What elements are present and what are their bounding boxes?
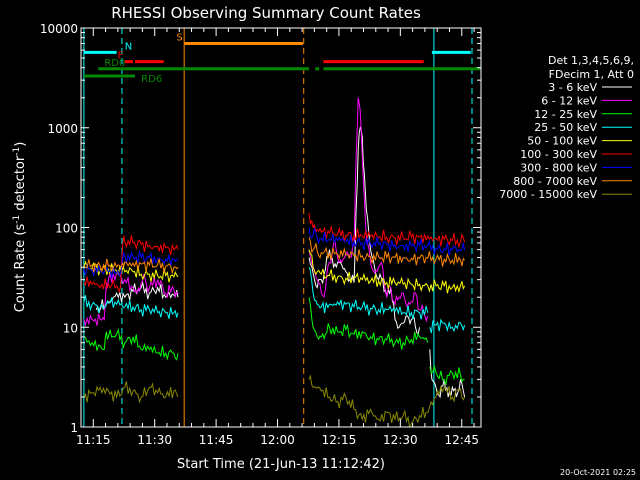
series-line (83, 295, 179, 319)
y-axis-label-main: Count Rate (s (13, 224, 28, 313)
legend-label: 300 - 800 keV (520, 161, 597, 174)
axes: 1 10 100 1000 10000 11:15 11:30 11:45 12:00 12:15… (40, 22, 481, 447)
y-axis-label-mid: detector (13, 155, 28, 215)
y-tick-label: 1 (70, 421, 78, 435)
series-line (308, 97, 429, 323)
legend-header-detectors: Det 1,3,4,5,6,9, (548, 54, 634, 67)
y-tick-label: 10000 (40, 22, 78, 36)
series-line (83, 381, 179, 404)
y-tick-label: 1000 (47, 122, 78, 136)
legend-header-decimation: FDecim 1, Att 0 (549, 68, 634, 81)
x-tick-label: 12:30 (383, 433, 418, 447)
x-tick-label: 12:15 (322, 433, 357, 447)
flag-label: RD0 (104, 58, 125, 69)
series-line (83, 258, 179, 275)
x-tick-label: 11:45 (199, 433, 234, 447)
legend-label: 100 - 300 keV (520, 148, 597, 161)
series-line (83, 327, 179, 361)
legend-label: 3 - 6 keV (548, 81, 597, 94)
generation-timestamp: 20-Oct-2021 02:25 (560, 468, 636, 477)
legend: Det 1,3,4,5,6,9, FDecim 1, Att 0 3 - 6 k… (499, 54, 634, 201)
x-axis-label: Start Time (21-Jun-13 11:12:42) (177, 457, 385, 472)
legend-label: 6 - 12 keV (541, 94, 597, 107)
legend-label: 800 - 7000 keV (513, 175, 597, 188)
series-line (308, 266, 429, 320)
series-line (429, 364, 465, 386)
y-axis-label: Count Rate (s-1 detector-1) (12, 142, 28, 313)
series-group (83, 97, 466, 427)
series-line (308, 297, 429, 350)
x-tick-label: 11:15 (76, 433, 111, 447)
legend-label: 25 - 50 keV (534, 121, 597, 134)
x-tick-label: 11:30 (137, 433, 172, 447)
chart-title: RHESSI Observing Summary Count Rates (111, 4, 421, 22)
y-axis-label-end: ) (13, 142, 28, 147)
series-line (308, 226, 466, 256)
series-line (83, 250, 179, 279)
flag-label: F (117, 51, 123, 62)
series-line (308, 374, 466, 427)
legend-label: 12 - 25 keV (534, 108, 597, 121)
series-line (83, 272, 179, 327)
x-tick-label: 12:45 (444, 433, 479, 447)
y-axis-label-exp1: -1 (12, 215, 22, 224)
flag-label: N (125, 41, 132, 52)
legend-label: 7000 - 15000 keV (499, 188, 597, 201)
series-line (308, 237, 465, 267)
flag-label: RD6 (141, 74, 162, 85)
legend-label: 50 - 100 keV (527, 135, 597, 148)
y-tick-label: 100 (55, 222, 78, 236)
y-axis-label-exp2: -1 (12, 147, 22, 156)
flag-label: S (176, 32, 182, 43)
series-line (429, 318, 466, 334)
y-tick-label: 10 (63, 321, 78, 335)
series-line (308, 249, 466, 294)
series-line (83, 235, 179, 294)
x-tick-label: 12:00 (260, 433, 295, 447)
